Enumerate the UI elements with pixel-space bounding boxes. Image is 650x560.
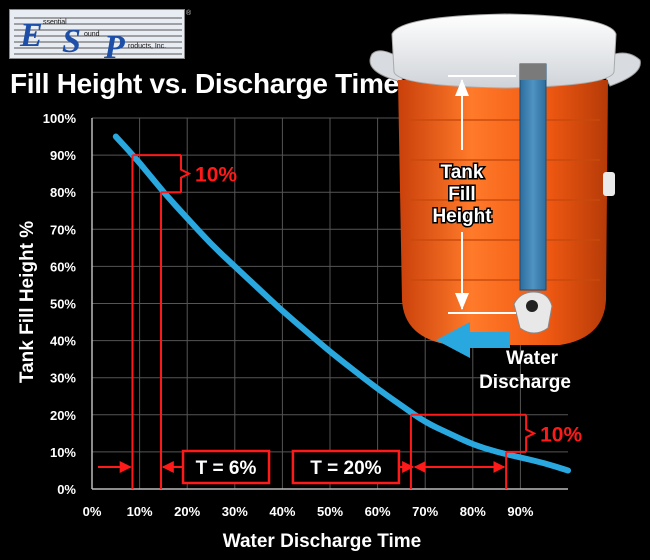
- interval-annotations: 10% 10% T = 6% T = 20%: [98, 154, 582, 489]
- registered-mark: ®: [186, 10, 192, 17]
- tank-fill-height-line: Tank: [441, 162, 484, 183]
- top-interval-bracket: [180, 155, 192, 193]
- cooler-body: [398, 80, 608, 345]
- water-discharge-line: Water: [506, 348, 559, 369]
- y-tick-label: 40%: [50, 334, 76, 349]
- logo-word-1: ssential: [43, 19, 67, 26]
- x-tick-label: 10%: [127, 504, 153, 519]
- svg-text:S: S: [62, 23, 81, 59]
- y-tick-label: 10%: [50, 445, 76, 460]
- tank-fill-height-line: Fill: [448, 184, 475, 205]
- t1-box: [181, 449, 271, 485]
- y-axis-title: Tank Fill Height %: [17, 221, 38, 383]
- y-tick-label: 50%: [50, 297, 76, 312]
- bottom-interval-label: 10%: [540, 423, 582, 446]
- spigot-valve: [526, 300, 538, 312]
- chart-title: Fill Height vs. Discharge Time: [10, 68, 399, 99]
- tick-labels: 0% 10% 20% 30% 40% 50% 60% 70% 80% 90% 100% 0% 10% 20…: [43, 111, 534, 519]
- y-tick-label: 20%: [50, 408, 76, 423]
- water-cooler-illustration: Tank Fill Height Water Discharge: [369, 13, 641, 393]
- x-tick-label: 20%: [174, 504, 200, 519]
- top-interval-label: 10%: [195, 164, 237, 187]
- discharge-arrow: [436, 322, 510, 358]
- company-logo: E S P ssential ound roducts, Inc.: [9, 9, 185, 59]
- t2-label: T = 20%: [310, 458, 381, 479]
- x-tick-label: 70%: [412, 504, 438, 519]
- discharge-curve-line: [112, 133, 571, 474]
- t1-label: T = 6%: [196, 458, 257, 479]
- svg-text:E: E: [19, 17, 43, 54]
- x-tick-label: 90%: [507, 504, 533, 519]
- fill-height-arrowhead-up: [455, 79, 469, 96]
- x-tick-label: 30%: [222, 504, 248, 519]
- y-tick-label: 90%: [50, 148, 76, 163]
- x-axis-title: Water Discharge Time: [223, 531, 422, 552]
- logo-word-3: roducts, Inc.: [128, 43, 167, 50]
- water-discharge-label: Water Discharge: [479, 348, 571, 393]
- water-discharge-line: Discharge: [479, 372, 571, 393]
- fill-height-arrowhead-down: [455, 293, 469, 310]
- x-tick-label: 50%: [317, 504, 343, 519]
- y-tick-label: 30%: [50, 371, 76, 386]
- discharge-curve: [112, 133, 571, 474]
- y-tick-label: 60%: [50, 259, 76, 274]
- x-tick-label: 60%: [365, 504, 391, 519]
- cooler-ribs: [410, 119, 600, 281]
- x-tick-label: 0%: [83, 504, 102, 519]
- sight-tube: [519, 63, 547, 291]
- y-tick-label: 100%: [43, 111, 77, 126]
- sight-tube-cap: [520, 64, 546, 80]
- y-tick-label: 80%: [50, 185, 76, 200]
- logo-graphic: E S P: [14, 17, 182, 59]
- axes: [91, 118, 568, 490]
- bottom-interval-bracket: [525, 414, 537, 452]
- cooler-side-clip: [603, 172, 615, 196]
- x-tick-label: 80%: [460, 504, 486, 519]
- spigot: [513, 291, 553, 334]
- x-tick-label: 40%: [269, 504, 295, 519]
- y-tick-label: 70%: [50, 222, 76, 237]
- logo-word-2: ound: [84, 31, 100, 38]
- tank-fill-height-label: Tank Fill Height: [432, 162, 492, 227]
- svg-text:P: P: [103, 29, 125, 59]
- cooler-lid: [391, 13, 617, 89]
- y-tick-label: 0%: [57, 482, 76, 497]
- tank-fill-height-line: Height: [432, 206, 492, 227]
